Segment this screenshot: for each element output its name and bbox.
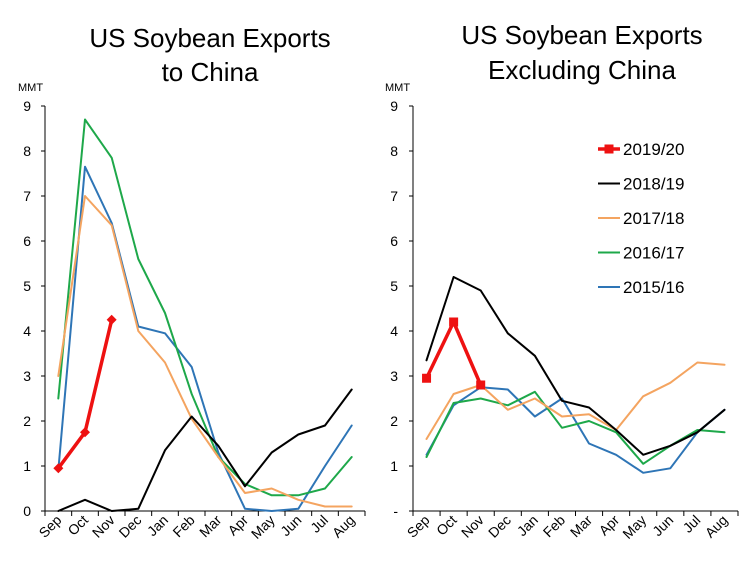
y-tick-label: 5 [390, 278, 398, 294]
y-tick-label: 3 [390, 368, 398, 384]
x-tick-label-oct: Oct [64, 512, 91, 539]
y-tick-label: 9 [23, 98, 31, 114]
x-tick-label-sep: Sep [404, 512, 433, 541]
y-tick-label: 7 [23, 188, 31, 204]
x-tick-label-may: May [619, 512, 649, 542]
x-tick-label-sep: Sep [36, 512, 65, 541]
data-point-2019-20 [449, 317, 459, 327]
series-line-2015-16 [425, 386, 726, 474]
data-point-2019-20 [476, 380, 486, 390]
series-line-2017-18 [425, 361, 726, 440]
legend-label-2018-19: 2018/19 [623, 175, 684, 194]
y-tick-label: 4 [23, 323, 31, 339]
data-point-2019-20 [53, 463, 64, 474]
legend-label-2016-17: 2016/17 [623, 244, 684, 263]
x-tick-label-may: May [248, 512, 278, 542]
x-tick-label-jul: Jul [307, 512, 331, 536]
legend-label-2015-16: 2015/16 [623, 278, 684, 297]
y-tick-label: 3 [23, 368, 31, 384]
legend-marker-2019-20 [604, 144, 614, 154]
y-tick-label: 9 [390, 98, 398, 114]
data-point-2019-20 [80, 427, 90, 438]
data-point-2019-20 [106, 314, 117, 325]
chart-title-line: Excluding China [488, 55, 676, 85]
data-point-2019-20 [422, 373, 432, 383]
chart-title-line: to China [162, 57, 259, 87]
x-tick-label-mar: Mar [567, 512, 596, 541]
x-tick-label-apr: Apr [224, 512, 251, 539]
y-tick-label: 8 [23, 143, 31, 159]
x-tick-label-aug: Aug [702, 512, 731, 541]
x-tick-label-jun: Jun [649, 512, 676, 539]
chart-panel-2: US Soybean Exports Excluding China MMT - 1 2 3… [385, 20, 739, 542]
y-tick-label: 2 [390, 413, 398, 429]
x-tick-label-mar: Mar [196, 512, 225, 541]
y-tick-label: 7 [390, 188, 398, 204]
series-line-2016-17 [57, 118, 353, 497]
x-tick-label-dec: Dec [485, 512, 514, 541]
x-tick-label-feb: Feb [540, 512, 569, 541]
y-tick-label: 1 [23, 458, 31, 474]
x-tick-label-jan: Jan [144, 512, 171, 539]
x-tick-label-jul: Jul [680, 512, 704, 536]
x-tick-label-apr: Apr [596, 512, 623, 539]
series-line-2019-20 [424, 320, 483, 387]
legend-label-2019-20: 2019/20 [623, 140, 684, 159]
x-tick-label-feb: Feb [169, 512, 198, 541]
y-tick-label: 1 [390, 458, 398, 474]
x-tick-label-oct: Oct [433, 512, 460, 539]
series-line-2018-19 [57, 388, 353, 512]
chart-panel-1: US Soybean Exports to China MMT 0 1 2 3 4 5 6 7 8 9 S… [18, 23, 366, 542]
series-line-2015-16 [57, 165, 353, 512]
y-tick-label: - [393, 503, 398, 519]
y-tick-label: 8 [390, 143, 398, 159]
x-tick-label-nov: Nov [458, 512, 487, 541]
series-line-2018-19 [425, 276, 726, 456]
y-tick-label: 6 [23, 233, 31, 249]
series-line-2016-17 [425, 390, 726, 465]
x-tick-label-dec: Dec [116, 512, 145, 541]
series-line-2017-18 [57, 195, 353, 508]
x-tick-label-jan: Jan [514, 512, 541, 539]
y-tick-label: 5 [23, 278, 31, 294]
y-tick-label: 4 [390, 323, 398, 339]
x-tick-label-nov: Nov [89, 512, 118, 541]
series-line-2019-20 [56, 318, 114, 471]
chart-title-line: US Soybean Exports [461, 20, 702, 50]
chart-title-line: US Soybean Exports [89, 23, 330, 53]
y-unit-label: MMT [385, 82, 410, 94]
legend: 2019/20 2018/19 2017/18 2016/17 2015/16 [598, 140, 684, 297]
legend-label-2017-18: 2017/18 [623, 209, 684, 228]
x-tick-label-jun: Jun [277, 512, 304, 539]
y-unit-label: MMT [18, 82, 43, 94]
y-tick-label: 2 [23, 413, 31, 429]
y-tick-label: 6 [390, 233, 398, 249]
x-tick-label-aug: Aug [329, 512, 358, 541]
y-tick-label: 0 [23, 503, 31, 519]
